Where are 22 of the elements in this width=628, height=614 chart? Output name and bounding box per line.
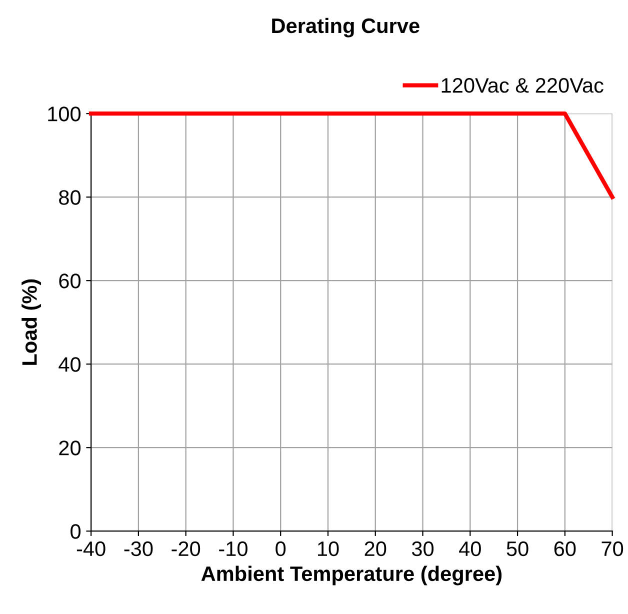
x-tick-label: 60 [554, 541, 576, 556]
chart-title: Derating Curve [272, 18, 420, 38]
y-axis-title: Load (%) [22, 279, 42, 365]
x-tick-label: -40 [76, 541, 106, 556]
x-tick-label: 0 [276, 541, 286, 556]
x-tick-label: -30 [124, 541, 153, 556]
x-tick-label: 40 [459, 541, 481, 556]
y-tick-label: 100 [48, 106, 81, 122]
x-tick-label: 20 [364, 541, 386, 556]
y-tick-label: 20 [59, 440, 81, 456]
y-tick-label: 60 [59, 274, 81, 288]
x-axis-title: Ambient Temperature (degree) [201, 566, 502, 586]
x-tick-label: 30 [412, 541, 434, 556]
x-tick-label: -20 [172, 541, 200, 556]
y-tick-label: 80 [59, 190, 81, 205]
x-tick-label: 10 [318, 541, 339, 556]
legend-label: 120Vac & 220Vac [442, 78, 604, 93]
x-tick-label: 70 [602, 541, 624, 556]
y-tick-label: 0 [70, 524, 81, 539]
x-tick-label: 50 [506, 541, 528, 556]
x-tick-label: -10 [219, 541, 248, 556]
y-tick-label: 40 [58, 357, 81, 372]
